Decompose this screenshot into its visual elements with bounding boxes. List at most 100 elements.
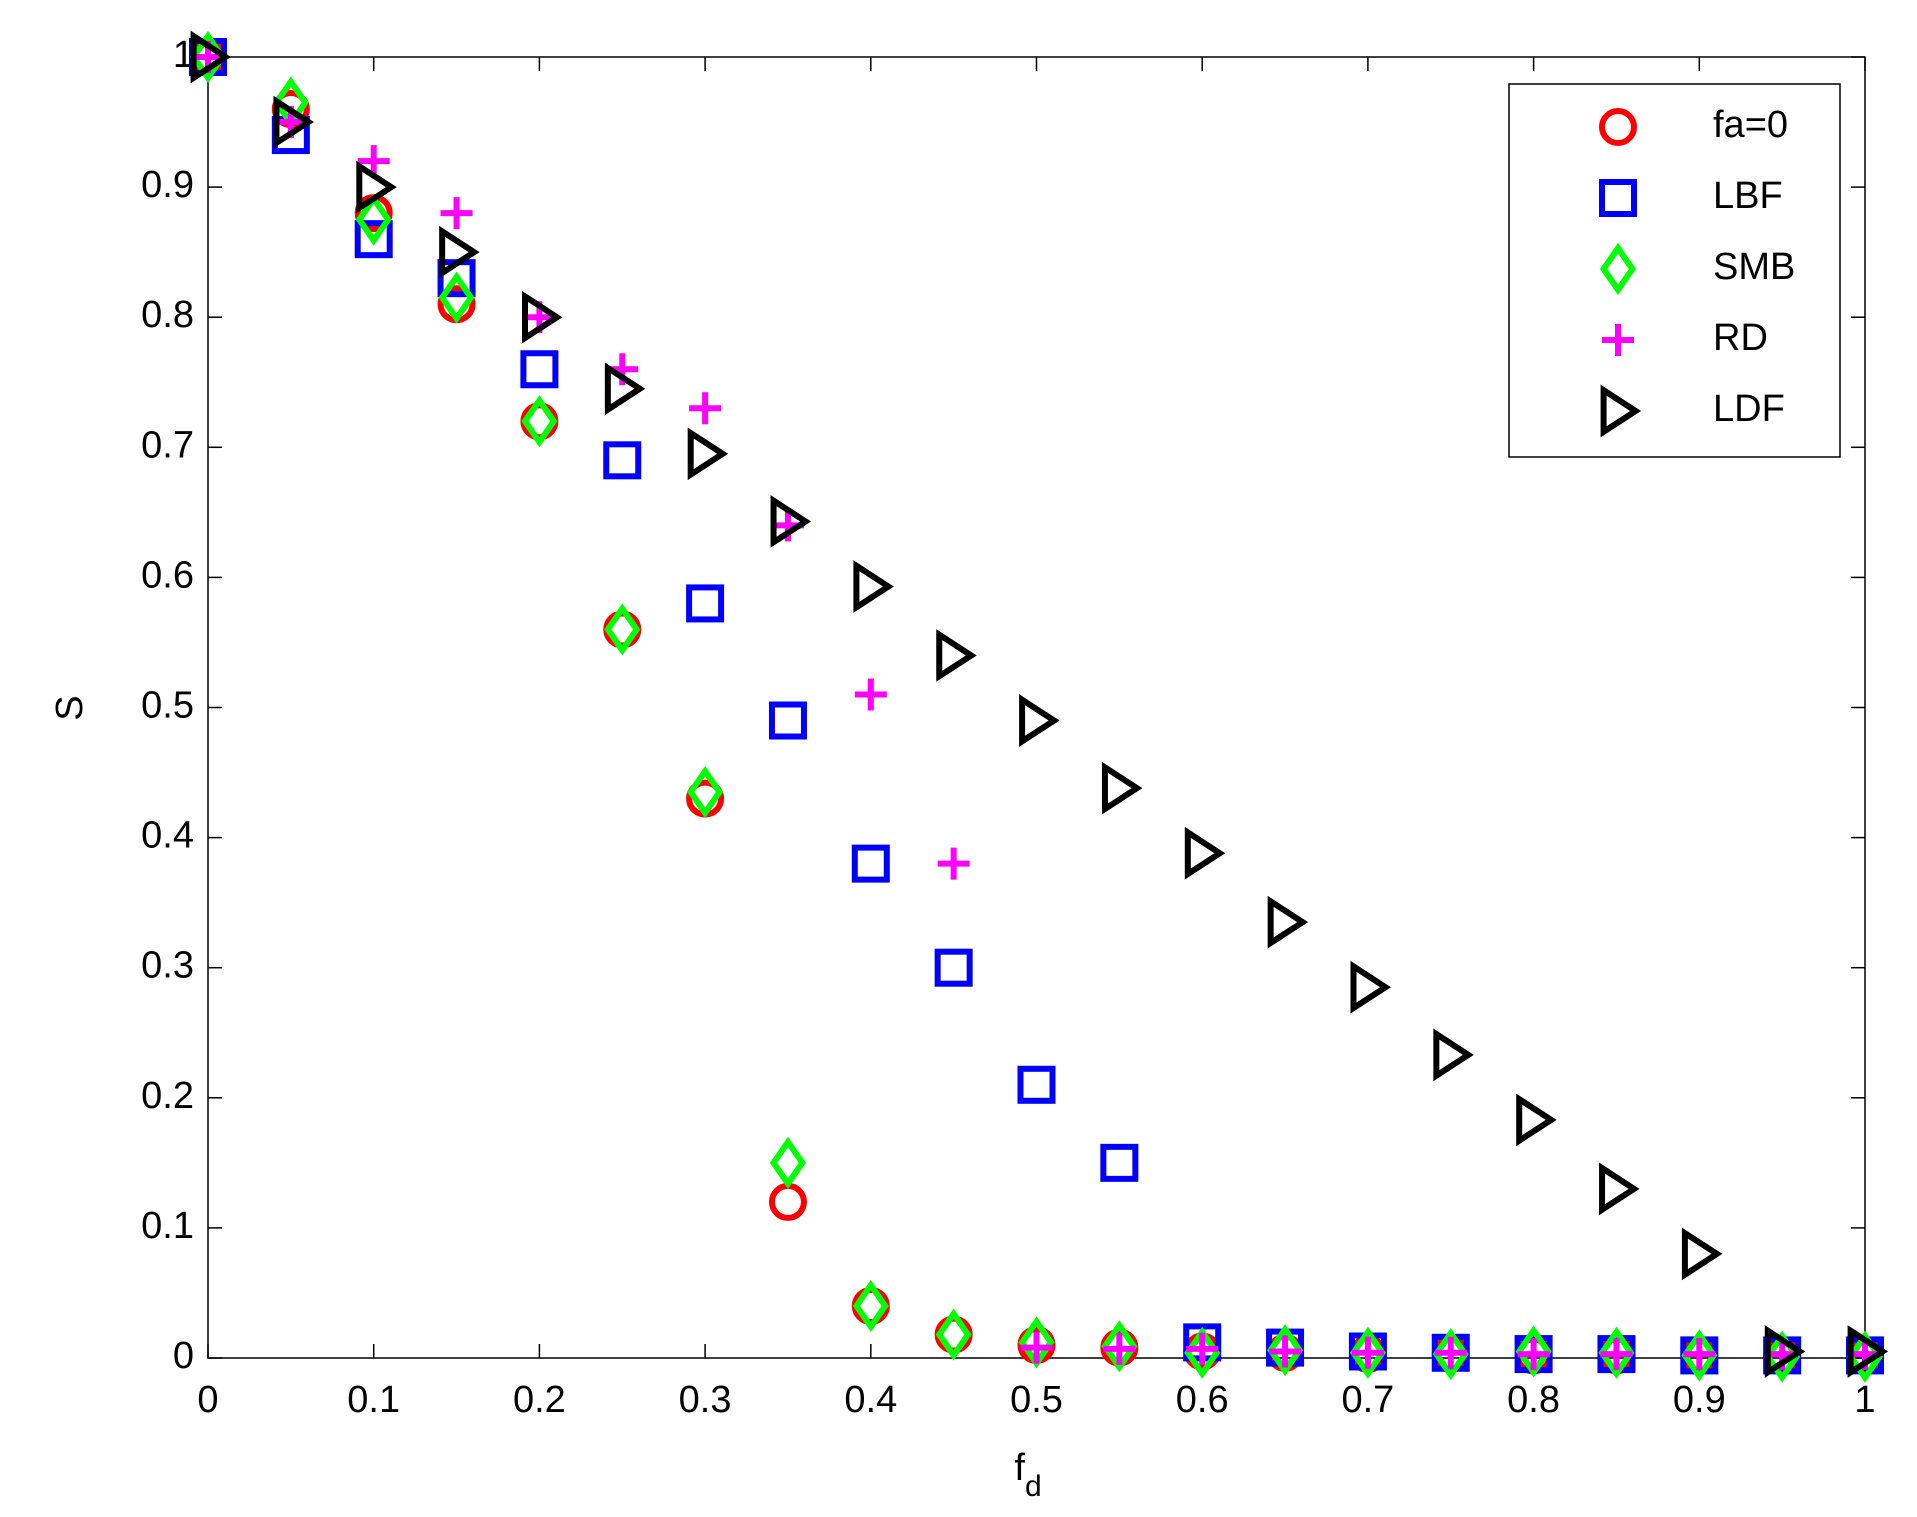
- marker-triangle: [1184, 826, 1226, 880]
- y-axis-label: S: [49, 695, 91, 720]
- marker-square: [686, 584, 725, 623]
- x-tick-label: 0: [197, 1379, 218, 1421]
- y-tick-label: 0.6: [141, 554, 194, 596]
- x-axis-label-main: f: [1014, 1447, 1025, 1489]
- x-tick-label: 0.2: [513, 1379, 566, 1421]
- marker-diamond: [1599, 242, 1637, 296]
- y-tick-label: 0.3: [141, 945, 194, 987]
- marker-triangle: [273, 95, 314, 149]
- marker-triangle: [1681, 1227, 1723, 1281]
- x-tick-label: 0.8: [1507, 1379, 1560, 1421]
- marker-triangle: [190, 30, 232, 84]
- legend: fa=0 LBF SMB RD LDF: [1508, 83, 1841, 458]
- x-tick-label: 0.1: [347, 1379, 400, 1421]
- x-tick-label: 0.5: [1010, 1379, 1063, 1421]
- marker-square: [1100, 1143, 1139, 1182]
- marker-plus: [1103, 1332, 1136, 1365]
- marker-square: [768, 701, 807, 740]
- marker-triangle: [522, 290, 563, 344]
- marker-plus: [1269, 1335, 1302, 1368]
- marker-triangle: [1600, 384, 1642, 438]
- marker-plus: [440, 197, 473, 230]
- y-tick-label: 0.7: [141, 424, 194, 466]
- marker-diamond: [438, 271, 475, 324]
- marker-triangle: [439, 225, 480, 279]
- legend-box: [1508, 83, 1841, 458]
- legend-label: SMB: [1713, 246, 1795, 288]
- marker-diamond: [1598, 1326, 1635, 1379]
- marker-triangle: [1019, 694, 1060, 747]
- marker-square: [354, 220, 393, 259]
- marker-circle: [1599, 108, 1637, 146]
- y-tick-label: 0.8: [141, 294, 194, 336]
- x-tick-label: 0.9: [1673, 1379, 1726, 1421]
- marker-diamond: [1515, 1325, 1552, 1378]
- x-tick-label: 0.3: [679, 1379, 732, 1421]
- marker-diamond: [852, 1279, 889, 1333]
- marker-triangle: [853, 560, 894, 613]
- marker-triangle: [1516, 1093, 1557, 1147]
- marker-diamond: [769, 1136, 806, 1189]
- marker-plus: [1600, 1338, 1633, 1371]
- marker-square: [934, 948, 973, 987]
- x-axis-label: fd: [1014, 1447, 1041, 1503]
- marker-plus: [1517, 1338, 1550, 1371]
- marker-square: [520, 350, 559, 389]
- marker-triangle: [1847, 1325, 1889, 1378]
- x-tick-label: 0.4: [844, 1379, 897, 1421]
- marker-plus: [1020, 1331, 1053, 1364]
- marker-square: [603, 441, 642, 480]
- marker-triangle: [1599, 1162, 1640, 1216]
- marker-plus: [1602, 324, 1634, 356]
- x-tick-label: 1: [1854, 1379, 1875, 1421]
- legend-label: LDF: [1713, 388, 1785, 430]
- legend-label: fa=0: [1713, 104, 1788, 146]
- marker-diamond: [604, 603, 641, 656]
- legend-label: LBF: [1713, 175, 1783, 217]
- marker-diamond: [1267, 1324, 1304, 1377]
- y-tick-label: 0.4: [141, 815, 194, 857]
- marker-plus: [689, 392, 722, 425]
- y-tick-label: 0.2: [141, 1075, 194, 1117]
- marker-plus: [1434, 1336, 1467, 1369]
- marker-square: [851, 844, 890, 883]
- marker-triangle: [1267, 895, 1309, 949]
- marker-plus: [1683, 1338, 1716, 1371]
- marker-diamond: [355, 193, 392, 246]
- marker-triangle: [687, 427, 729, 481]
- y-tick-label: 0: [173, 1335, 194, 1377]
- marker-triangle: [1433, 1028, 1474, 1082]
- marker-diamond: [687, 765, 724, 819]
- series: [190, 30, 1889, 1378]
- marker-diamond: [1184, 1326, 1221, 1379]
- marker-triangle: [770, 495, 812, 548]
- marker-diamond: [1101, 1320, 1138, 1373]
- marker-triangle: [1764, 1325, 1806, 1378]
- marker-triangle: [936, 629, 977, 682]
- marker-plus: [1351, 1336, 1384, 1369]
- marker-triangle: [604, 362, 646, 416]
- x-axis-label-subscript: d: [1025, 1470, 1042, 1503]
- marker-triangle: [1350, 960, 1392, 1014]
- y-tick-label: 0.9: [141, 164, 194, 206]
- marker-triangle: [356, 160, 397, 214]
- marker-plus: [1186, 1332, 1219, 1365]
- marker-square: [1599, 179, 1637, 217]
- y-tick-label: 0.1: [141, 1205, 194, 1247]
- x-tick-label: 0.7: [1341, 1379, 1394, 1421]
- marker-plus: [854, 678, 887, 711]
- marker-diamond: [1349, 1326, 1386, 1379]
- marker-plus: [937, 847, 970, 880]
- marker-diamond: [521, 395, 558, 448]
- marker-plus: [357, 145, 390, 178]
- x-tick-label: 0.6: [1176, 1379, 1229, 1421]
- y-tick-label: 1: [173, 34, 194, 76]
- marker-triangle: [1101, 761, 1143, 815]
- legend-label: RD: [1713, 317, 1768, 359]
- marker-diamond: [1432, 1328, 1469, 1381]
- y-tick-label: 0.5: [141, 685, 194, 727]
- marker-diamond: [1681, 1329, 1718, 1382]
- marker-square: [1017, 1065, 1056, 1104]
- marker-diamond: [935, 1308, 972, 1361]
